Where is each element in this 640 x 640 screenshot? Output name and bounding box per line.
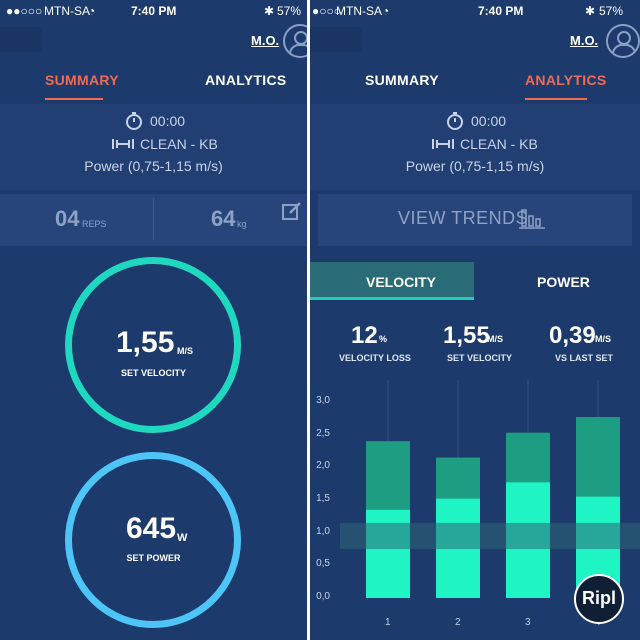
bar-chart-icon <box>519 209 545 229</box>
carrier-label: MTN-SA <box>336 4 382 18</box>
segment-power[interactable]: POWER <box>537 274 590 290</box>
profile-avatar-icon[interactable] <box>606 24 640 58</box>
set-power-label: SET POWER <box>126 553 181 563</box>
carrier-label: MTN-SA <box>44 4 90 18</box>
analytics-screen: ●○○○ MTN-SA ◔ 7:40 PM ✱ 57% M.O. SUMMARY… <box>310 0 640 640</box>
set-velocity-unit: M/S <box>177 346 194 356</box>
segment-velocity[interactable] <box>310 262 474 300</box>
tab-active-indicator <box>525 98 587 100</box>
clock-label: 7:40 PM <box>131 4 177 18</box>
exercise-name: CLEAN - KB <box>140 136 218 152</box>
tab-analytics[interactable]: ANALYTICS <box>525 72 607 88</box>
velocity-loss-label: VELOCITY LOSS <box>339 353 411 363</box>
vs-last-set-label: VS LAST SET <box>555 353 614 363</box>
x-tick-label: 3 <box>525 617 531 628</box>
timer-value: 00:00 <box>150 113 186 129</box>
velocity-loss-unit: % <box>379 334 388 344</box>
status-bar: ●○○○ MTN-SA ◔ 7:40 PM ✱ 57% <box>310 0 640 22</box>
reps-value: 04 <box>55 206 80 231</box>
reps-unit: REPS <box>82 219 107 229</box>
battery-label: 57% <box>277 4 302 18</box>
target-velocity-band <box>340 522 640 549</box>
summary-screen: ●●○○○ MTN-SA ◔ 7:40 PM ✱ 57% M.O. SUMMAR… <box>0 0 307 640</box>
tab-active-indicator <box>45 98 103 100</box>
velocity-loss-value: 12 <box>351 322 378 349</box>
status-bar: ●●○○○ MTN-SA ◔ 7:40 PM ✱ 57% <box>0 0 307 22</box>
segment-velocity-label: VELOCITY <box>366 274 437 290</box>
metric-set-velocity-value: 1,55 <box>443 322 490 349</box>
barbell-icon <box>432 139 454 149</box>
user-initials-link[interactable]: M.O. <box>570 33 599 48</box>
set-power-value: 645 <box>126 512 177 545</box>
vs-last-set-value: 0,39 <box>549 322 596 349</box>
velocity-bar-chart <box>340 380 640 598</box>
stopwatch-icon <box>447 112 463 130</box>
header-placeholder <box>310 27 362 52</box>
clock-label: 7:40 PM <box>478 4 524 18</box>
tab-summary[interactable]: SUMMARY <box>365 72 439 88</box>
vs-last-set-unit: M/S <box>595 334 612 344</box>
y-tick-label: 3,0 <box>316 395 330 406</box>
wifi-icon: ◔ <box>382 4 390 18</box>
weight-unit: kg <box>237 219 247 229</box>
workout-info-card <box>310 104 640 190</box>
ripl-logo-button[interactable]: Ripl <box>574 574 624 624</box>
weight-value: 64 <box>211 206 236 231</box>
signal-icon: ●●○○○ <box>6 4 43 18</box>
profile-avatar-icon[interactable] <box>283 24 307 58</box>
y-tick-label: 2,5 <box>316 427 330 439</box>
battery-label: 57% <box>599 4 624 18</box>
metric-set-velocity-unit: M/S <box>487 334 504 344</box>
stopwatch-icon <box>126 112 142 130</box>
bluetooth-icon: ✱ <box>585 4 596 18</box>
x-tick-label: 2 <box>455 617 461 628</box>
power-ring <box>65 452 241 628</box>
y-tick-label: 0,0 <box>316 591 330 602</box>
view-trends-label: VIEW TRENDS <box>398 208 529 228</box>
metric-set-velocity-label: SET VELOCITY <box>447 353 513 363</box>
user-initials-link[interactable]: M.O. <box>251 33 280 48</box>
y-tick-label: 1,5 <box>316 493 330 504</box>
header-placeholder <box>0 27 42 52</box>
y-tick-label: 2,0 <box>316 460 330 472</box>
y-tick-label: 0,5 <box>316 558 330 570</box>
workout-info-card <box>0 104 307 190</box>
tab-summary[interactable]: SUMMARY <box>45 72 119 88</box>
set-power-unit: W <box>177 532 188 544</box>
tab-analytics[interactable]: ANALYTICS <box>205 72 287 88</box>
signal-icon: ●○○○ <box>312 4 341 18</box>
velocity-ring <box>65 257 241 433</box>
power-range-label: Power (0,75-1,15 m/s) <box>405 158 545 174</box>
view-trends-button[interactable] <box>318 194 632 246</box>
y-tick-label: 1,0 <box>316 525 330 537</box>
set-velocity-label: SET VELOCITY <box>120 368 186 378</box>
bluetooth-icon: ✱ <box>264 4 275 18</box>
edit-icon[interactable] <box>281 200 303 222</box>
set-velocity-value: 1,55 <box>116 326 175 359</box>
stats-divider <box>153 198 154 240</box>
barbell-icon <box>112 139 134 149</box>
power-range-label: Power (0,75-1,15 m/s) <box>84 158 223 174</box>
wifi-icon: ◔ <box>88 4 96 18</box>
x-tick-label: 1 <box>385 617 391 628</box>
timer-value: 00:00 <box>471 113 507 129</box>
exercise-name: CLEAN - KB <box>460 136 538 152</box>
